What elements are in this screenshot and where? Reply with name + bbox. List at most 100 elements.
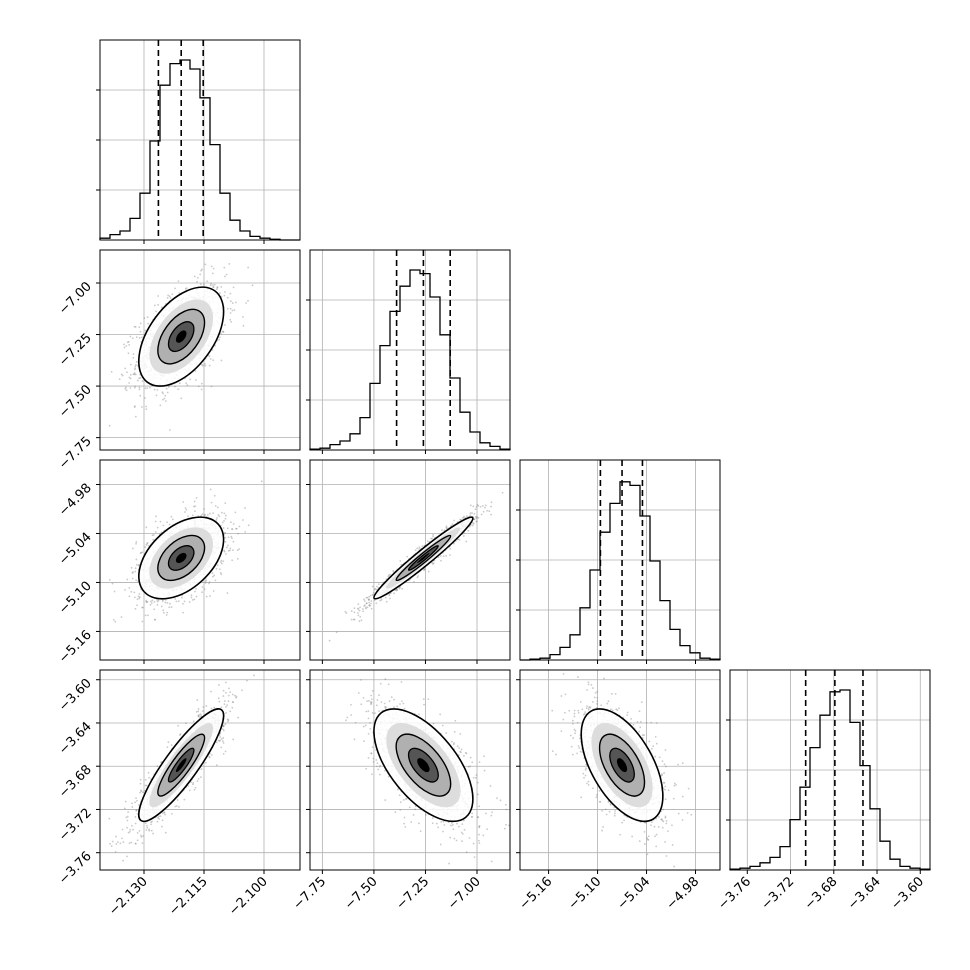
sample-point — [133, 386, 136, 389]
sample-point — [135, 842, 137, 845]
sample-point — [227, 544, 229, 547]
sample-point — [194, 786, 197, 789]
sample-point — [398, 587, 401, 590]
sample-point — [204, 513, 206, 516]
sample-point — [238, 525, 241, 528]
sample-point — [481, 504, 484, 507]
sample-point — [350, 618, 353, 621]
sample-point — [131, 337, 134, 339]
sample-point — [152, 534, 155, 536]
sample-point — [474, 508, 477, 511]
sample-point — [194, 379, 197, 381]
sample-point — [366, 606, 369, 609]
corner-panels: −3.76 −3.72 −3.68 −3.64 −3.60−7.75−7.50−7.25… — [56, 39, 931, 919]
sample-point — [138, 563, 141, 566]
sample-point — [162, 398, 164, 401]
sample-point — [188, 601, 191, 603]
panel-frame — [309, 459, 511, 661]
sample-point — [221, 562, 223, 565]
sample-point — [156, 600, 159, 603]
sample-point — [132, 356, 135, 359]
sample-point — [195, 711, 198, 713]
sample-point — [232, 523, 235, 525]
sample-point — [372, 594, 375, 596]
sample-point — [232, 738, 235, 741]
y-tick-label: −7.50 — [56, 382, 95, 421]
sample-point — [251, 284, 254, 287]
sample-point — [234, 511, 237, 514]
sample-point — [174, 287, 176, 290]
sample-point — [218, 292, 221, 294]
sample-point — [144, 397, 146, 399]
sample-point — [201, 591, 203, 594]
sample-point — [140, 336, 143, 339]
sample-point — [217, 739, 220, 742]
sample-point — [215, 288, 218, 291]
x-tick-label: −2.100 — [226, 874, 271, 919]
sample-point — [134, 368, 136, 371]
sample-point — [147, 614, 149, 617]
sample-point — [373, 588, 376, 591]
sample-point — [157, 295, 160, 297]
y-tick-label: −3.76 — [56, 849, 95, 888]
sample-point — [196, 780, 199, 782]
sample-point — [222, 729, 225, 732]
sample-point — [413, 581, 415, 583]
sample-point — [139, 322, 142, 325]
sample-point — [477, 516, 480, 519]
sample-point — [150, 829, 153, 832]
sample-point — [210, 501, 213, 504]
sample-point — [136, 839, 139, 842]
sample-point — [463, 515, 465, 518]
sample-point — [224, 324, 226, 326]
sample-point — [227, 719, 230, 721]
panel-frame — [99, 249, 301, 451]
sample-point — [231, 309, 234, 312]
sample-point — [236, 557, 239, 560]
sample-point — [222, 725, 225, 728]
sample-point — [204, 580, 207, 583]
sample-point — [475, 520, 478, 523]
sample-point — [260, 480, 263, 483]
sample-point — [442, 555, 445, 558]
sample-point — [140, 790, 143, 793]
sample-point — [212, 512, 214, 514]
sample-point — [216, 506, 219, 509]
sample-point — [187, 515, 189, 518]
sample-point — [370, 602, 372, 605]
sample-point — [206, 280, 209, 283]
histogram-panel — [516, 459, 721, 664]
sample-point — [490, 501, 493, 504]
sample-point — [399, 586, 402, 588]
sample-point — [222, 560, 225, 563]
sample-point — [162, 524, 165, 527]
sample-point — [198, 715, 200, 718]
density-peak — [175, 552, 187, 564]
sample-point — [235, 527, 238, 530]
sample-point — [417, 575, 420, 577]
sample-point — [220, 559, 223, 562]
histogram-step — [99, 59, 300, 241]
sample-point — [482, 510, 485, 513]
sample-point — [153, 600, 156, 603]
sample-point — [197, 708, 200, 710]
sample-point — [233, 694, 236, 697]
sample-point — [144, 778, 147, 781]
sample-point — [160, 605, 163, 608]
sample-point — [167, 741, 170, 743]
sample-point — [223, 532, 226, 535]
sample-point — [374, 587, 377, 590]
histogram-step — [729, 689, 931, 870]
sample-point — [124, 800, 127, 803]
sample-point — [141, 380, 144, 382]
sample-point — [224, 540, 227, 543]
sample-point — [134, 373, 137, 376]
sample-point — [185, 287, 188, 289]
sample-point — [136, 604, 138, 607]
y-tick-label: −3.68 — [56, 762, 95, 801]
sample-point — [218, 336, 221, 339]
sample-point — [152, 538, 155, 541]
y-tick-label: −7.75 — [56, 434, 95, 473]
sample-point — [211, 272, 214, 275]
y-tick-label: −4.98 — [56, 481, 95, 520]
